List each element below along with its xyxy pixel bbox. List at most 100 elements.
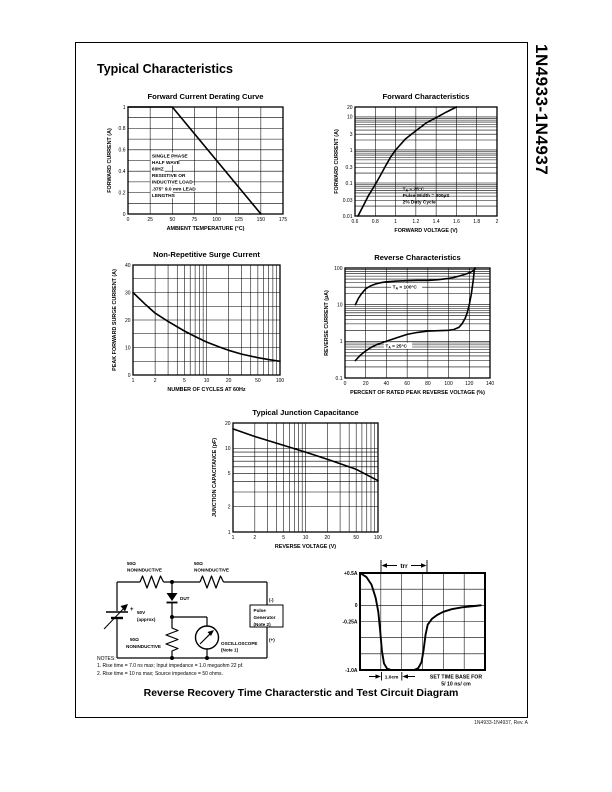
svg-text:25: 25 <box>147 217 153 223</box>
battery-plus-label: + <box>130 607 134 613</box>
svg-text:150: 150 <box>257 217 266 223</box>
svg-text:1: 1 <box>123 105 126 111</box>
svg-text:FORWARD CURRENT (A): FORWARD CURRENT (A) <box>334 129 340 194</box>
r1-type-label: NONINDUCTIVE <box>127 568 162 573</box>
svg-text:10: 10 <box>337 302 343 308</box>
svg-text:140: 140 <box>486 381 495 387</box>
svg-text:-0.25A: -0.25A <box>342 619 357 625</box>
svg-text:75: 75 <box>192 217 198 223</box>
svg-text:1: 1 <box>228 530 231 536</box>
svg-text:1.6: 1.6 <box>453 219 460 225</box>
chart-canvas: 1 2 5 10 20 50 100 20 10 5 2 1 Typical Junction Capa… <box>212 408 382 550</box>
svg-text:100: 100 <box>444 381 453 387</box>
chart-canvas: +0.5A 0 -0.25A -1.0A <box>342 571 486 674</box>
svg-text:1.2: 1.2 <box>412 219 419 225</box>
svg-text:HALF WAVE: HALF WAVE <box>152 160 181 166</box>
svg-text:0.8: 0.8 <box>119 126 126 132</box>
node-dot <box>170 580 174 584</box>
oscilloscope-note-label: (Note 1) <box>221 648 239 653</box>
svg-text:Pulse Width = 300µS: Pulse Width = 300µS <box>403 193 451 199</box>
svg-text:0: 0 <box>123 212 126 218</box>
timebase-line2: 5/ 10 ns/ cm <box>441 682 471 688</box>
svg-text:10: 10 <box>225 446 231 452</box>
svg-text:20: 20 <box>225 421 231 427</box>
chart-forward-characteristics: 0.6 0.8 1 1.2 1.4 1.6 1.8 2 20 10 3 1 0.3 0.1 0.03 0.01… <box>334 92 499 234</box>
svg-text:50: 50 <box>255 378 261 384</box>
svg-text:FORWARD CURRENT (A): FORWARD CURRENT (A) <box>107 128 113 193</box>
svg-text:20: 20 <box>125 318 131 324</box>
svg-text:NUMBER OF CYCLES AT 60Hz: NUMBER OF CYCLES AT 60Hz <box>167 387 245 393</box>
page-title: Typical Characteristics <box>97 62 233 76</box>
svg-text:10: 10 <box>125 345 131 351</box>
svg-text:TA = 25°C: TA = 25°C <box>403 186 425 192</box>
notes-heading: NOTES: <box>97 656 116 662</box>
note-2: 2. Rise time = 10 ns max; Source impedan… <box>97 670 223 677</box>
svg-text:40: 40 <box>384 381 390 387</box>
part-number-side-label: 1N4933-1N4937 <box>532 44 551 176</box>
svg-text:1: 1 <box>132 378 135 384</box>
svg-text:+0.5A: +0.5A <box>344 571 358 577</box>
negative-terminal-label: (-) <box>269 598 274 603</box>
svg-text:REVERSE VOLTAGE (V): REVERSE VOLTAGE (V) <box>275 544 336 550</box>
generator-label-line3: (Note 2) <box>254 622 272 627</box>
svg-text:1: 1 <box>350 148 353 154</box>
svg-text:100: 100 <box>212 217 221 223</box>
chart-canvas: 0 25 50 75 100 125 150 175 1 0.8 0.6 0.4 0.2 0 Forward… <box>107 92 287 232</box>
battery-arrow <box>103 605 127 630</box>
svg-text:60HZ: 60HZ <box>152 166 164 172</box>
figure-caption: Reverse Recovery Time Characterstic and … <box>143 687 459 699</box>
svg-text:30: 30 <box>125 290 131 296</box>
svg-text:0: 0 <box>344 381 347 387</box>
page-border <box>75 42 528 718</box>
svg-text:SINGLE PHASE: SINGLE PHASE <box>152 153 189 159</box>
svg-text:50: 50 <box>353 535 359 541</box>
svg-text:5: 5 <box>228 471 231 477</box>
svg-text:Non-Repetitive Surge Current: Non-Repetitive Surge Current <box>153 250 260 259</box>
svg-text:0.8: 0.8 <box>372 219 379 225</box>
svg-text:0.6: 0.6 <box>352 219 359 225</box>
svg-text:JUNCTION CAPACITANCE (pF): JUNCTION CAPACITANCE (pF) <box>212 438 218 517</box>
svg-text:.375" 9.0 mm LEAD: .375" 9.0 mm LEAD <box>152 186 196 192</box>
chart-reverse-recovery-waveform: trr 1.0cm SET TIME BASE FOR 5/ 10 ns/ cm… <box>342 560 486 688</box>
svg-text:0: 0 <box>127 217 130 223</box>
svg-text:80: 80 <box>425 381 431 387</box>
note-1: 1. Rise time = 7.0 ns max; Input impedan… <box>97 663 244 670</box>
battery-arrowhead <box>120 604 128 612</box>
dut-label: DUT <box>180 596 190 601</box>
svg-text:PEAK FORWARD SURGE CURRENT (A): PEAK FORWARD SURGE CURRENT (A) <box>112 269 118 371</box>
svg-text:Forward Current Derating Curve: Forward Current Derating Curve <box>147 92 263 101</box>
svg-text:100: 100 <box>276 378 285 384</box>
svg-text:2: 2 <box>228 505 231 511</box>
svg-text:0.1: 0.1 <box>346 181 353 187</box>
timebase-annotation: 1.0cm SET TIME BASE FOR 5/ 10 ns/ cm <box>369 672 482 688</box>
svg-text:60: 60 <box>404 381 410 387</box>
chart-canvas: 0.6 0.8 1 1.2 1.4 1.6 1.8 2 20 10 3 1 0.3 0.1 0.03 0.01… <box>334 92 499 234</box>
svg-text:20: 20 <box>347 105 353 111</box>
r3-value-label: 50Ω <box>130 637 139 642</box>
r1-value-label: 50Ω <box>127 561 136 566</box>
svg-text:10: 10 <box>303 535 309 541</box>
trr-dimension-annotation: trr <box>380 560 428 572</box>
svg-text:5: 5 <box>183 378 186 384</box>
source-value-label: 50V <box>137 610 146 615</box>
svg-text:Reverse Characteristics: Reverse Characteristics <box>374 253 461 262</box>
node-dot <box>205 656 209 660</box>
svg-text:10: 10 <box>204 378 210 384</box>
chart-reverse-characteristics: 0 20 40 60 80 100 120 140 100 10 1 0.1 Reverse Chara… <box>324 253 495 396</box>
generator-label-line2: Generator <box>254 615 276 620</box>
svg-text:100: 100 <box>334 266 343 272</box>
svg-text:20: 20 <box>363 381 369 387</box>
svg-text:50: 50 <box>170 217 176 223</box>
svg-text:1: 1 <box>340 339 343 345</box>
resistor-r1 <box>139 575 165 589</box>
svg-text:120: 120 <box>465 381 474 387</box>
svg-text:PERCENT OF RATED PEAK REVERSE: PERCENT OF RATED PEAK REVERSE VOLTAGE (%… <box>350 390 485 396</box>
svg-text:3: 3 <box>350 132 353 138</box>
svg-text:2: 2 <box>253 535 256 541</box>
svg-text:10: 10 <box>347 115 353 121</box>
svg-text:20: 20 <box>226 378 232 384</box>
source-note-label: (approx) <box>137 617 156 622</box>
dut-diode-triangle <box>166 593 178 601</box>
svg-text:2% Duty Cycle: 2% Duty Cycle <box>403 200 436 206</box>
